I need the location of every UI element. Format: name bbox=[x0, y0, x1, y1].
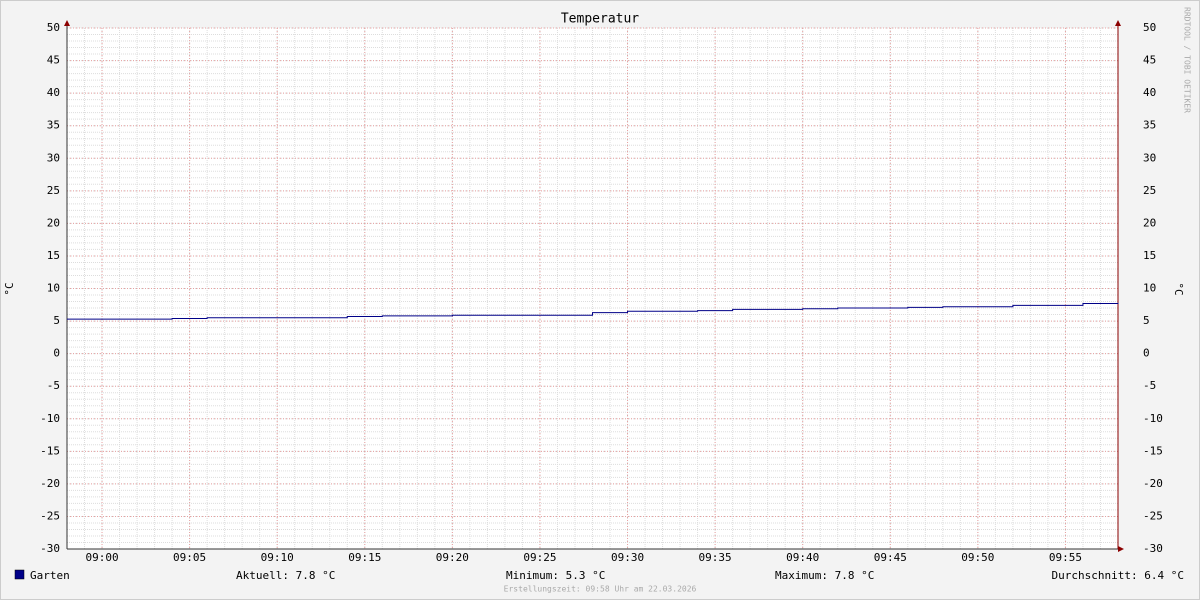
x-tick-label: 09:15 bbox=[348, 551, 381, 564]
y-tick-label: 5 bbox=[1143, 314, 1150, 327]
x-tick-label: 09:55 bbox=[1049, 551, 1082, 564]
y-tick-label: -30 bbox=[40, 542, 60, 555]
y-tick-label: -10 bbox=[1143, 412, 1163, 425]
y-tick-label: -5 bbox=[47, 379, 60, 392]
grid bbox=[66, 27, 1119, 550]
y-tick-label: 50 bbox=[47, 21, 60, 34]
axis-arrow bbox=[64, 20, 70, 26]
y-tick-label: -10 bbox=[40, 412, 60, 425]
y-tick-label: -5 bbox=[1143, 379, 1156, 392]
footer: Erstellungszeit: 09:58 Uhr am 22.03.2026 bbox=[504, 585, 697, 594]
y-tick-label: -30 bbox=[1143, 542, 1163, 555]
chart-title: Temperatur bbox=[561, 12, 639, 27]
y-tick-label: 25 bbox=[47, 184, 60, 197]
y-tick-label: 45 bbox=[1143, 54, 1156, 67]
y-tick-label: -25 bbox=[1143, 509, 1163, 522]
x-tick-label: 09:30 bbox=[611, 551, 644, 564]
y-tick-label: 25 bbox=[1143, 184, 1156, 197]
y-tick-label: 40 bbox=[1143, 86, 1156, 99]
x-tick-label: 09:25 bbox=[523, 551, 556, 564]
y-tick-label: 10 bbox=[47, 282, 60, 295]
y-tick-label: 15 bbox=[47, 249, 60, 262]
x-tick-label: 09:45 bbox=[874, 551, 907, 564]
y-tick-label: 30 bbox=[47, 151, 60, 164]
legend-swatch bbox=[14, 569, 25, 580]
x-tick-label: 09:00 bbox=[85, 551, 118, 564]
y-tick-label: -20 bbox=[1143, 477, 1163, 490]
axis-arrow bbox=[1118, 546, 1124, 552]
y-axis-label: °C bbox=[3, 282, 16, 295]
y-tick-label: 20 bbox=[47, 216, 60, 229]
x-tick-label: 09:50 bbox=[961, 551, 994, 564]
legend-label: Garten bbox=[30, 569, 70, 582]
watermark: RRDTOOL / TOBI OETIKER bbox=[1183, 7, 1192, 113]
y-axis-label: °C bbox=[1172, 282, 1185, 295]
axis-arrow bbox=[1115, 20, 1121, 26]
y-tick-label: 5 bbox=[53, 314, 60, 327]
legend-stat: Aktuell: 7.8 °C bbox=[236, 569, 335, 582]
y-tick-label: -25 bbox=[40, 509, 60, 522]
x-tick-label: 09:10 bbox=[261, 551, 294, 564]
data-line bbox=[67, 302, 1119, 320]
y-tick-label: 35 bbox=[1143, 119, 1156, 132]
y-tick-label: 0 bbox=[53, 347, 60, 360]
y-tick-label: 30 bbox=[1143, 151, 1156, 164]
y-tick-label: -15 bbox=[1143, 444, 1163, 457]
y-tick-label: 10 bbox=[1143, 282, 1156, 295]
y-tick-label: 35 bbox=[47, 119, 60, 132]
y-tick-label: 45 bbox=[47, 54, 60, 67]
legend-stat: Minimum: 5.3 °C bbox=[506, 569, 605, 582]
legend-stat: Durchschnitt: 6.4 °C bbox=[1052, 569, 1184, 582]
x-tick-label: 09:40 bbox=[786, 551, 819, 564]
x-tick-label: 09:35 bbox=[699, 551, 732, 564]
y-tick-label: 0 bbox=[1143, 347, 1150, 360]
x-tick-label: 09:05 bbox=[173, 551, 206, 564]
x-tick-label: 09:20 bbox=[436, 551, 469, 564]
y-tick-label: -20 bbox=[40, 477, 60, 490]
legend-stat: Maximum: 7.8 °C bbox=[775, 569, 874, 582]
y-tick-label: 50 bbox=[1143, 21, 1156, 34]
y-tick-label: 40 bbox=[47, 86, 60, 99]
y-tick-label: 15 bbox=[1143, 249, 1156, 262]
y-tick-label: 20 bbox=[1143, 216, 1156, 229]
y-tick-label: -15 bbox=[40, 444, 60, 457]
